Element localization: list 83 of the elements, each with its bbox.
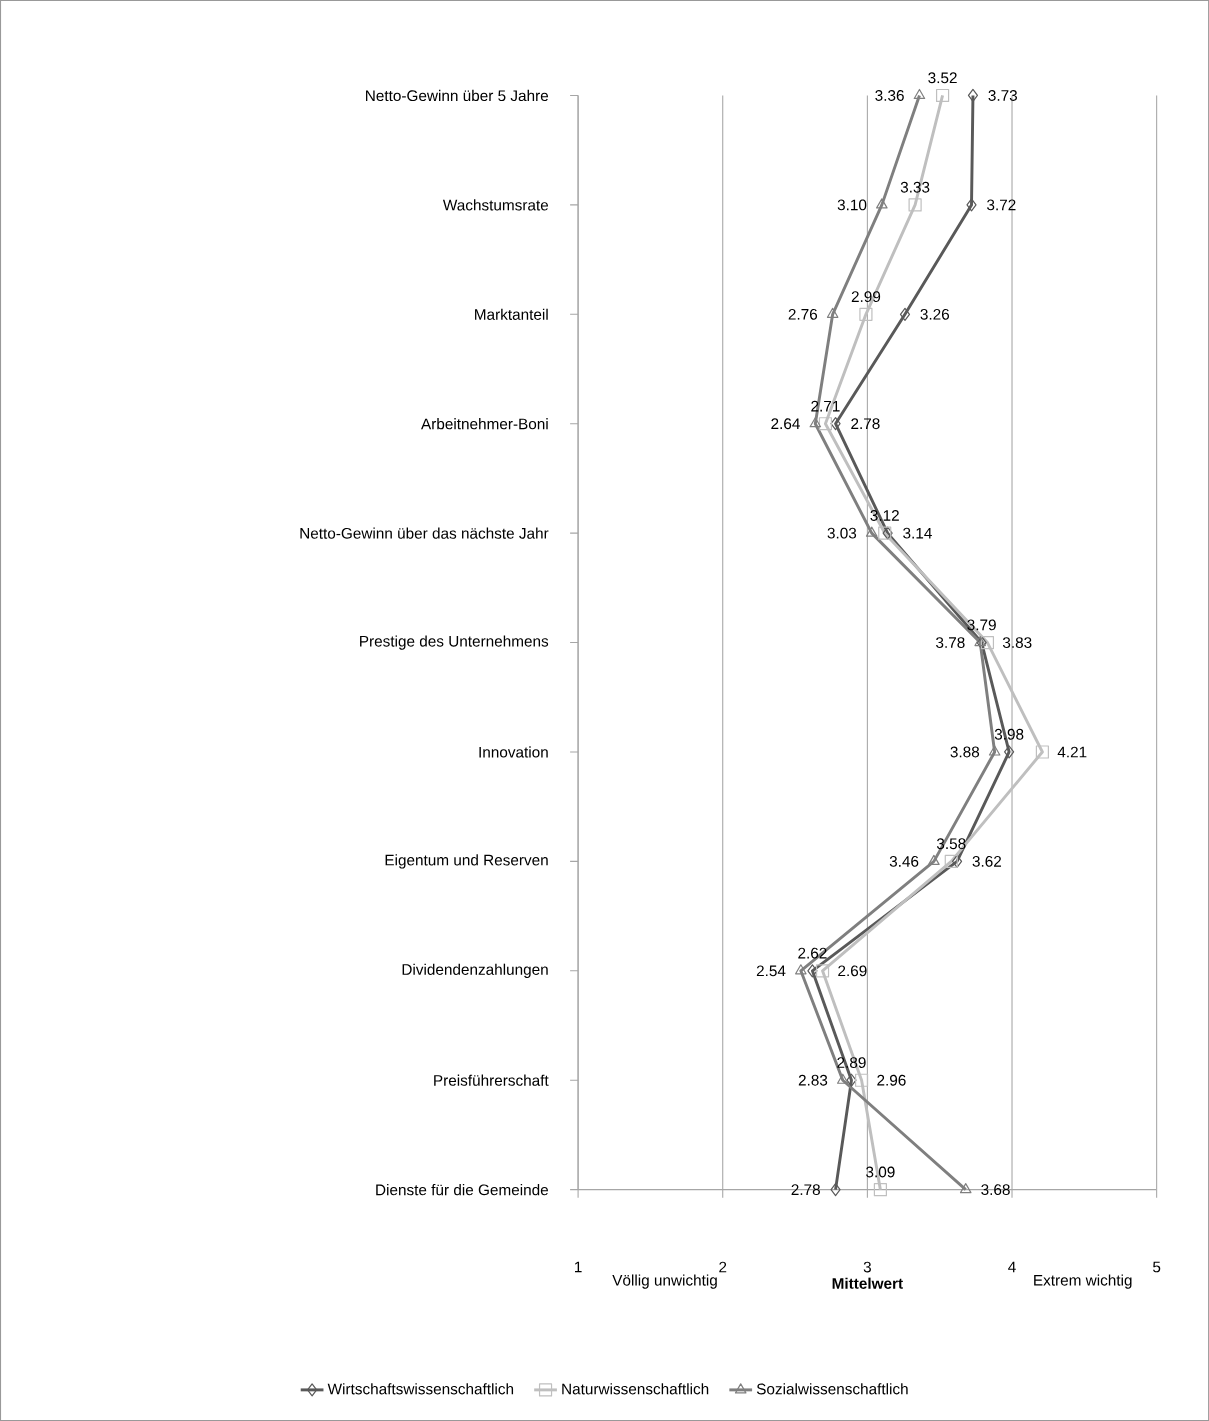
data-label: 2.62 — [798, 947, 827, 959]
y-tick-label: Arbeitnehmer-Boni — [420, 418, 548, 430]
data-label: 2.64 — [771, 418, 800, 430]
point — [878, 526, 892, 540]
point — [980, 635, 994, 650]
point — [882, 526, 893, 540]
point — [807, 964, 818, 978]
point — [830, 1183, 841, 1197]
point — [815, 964, 830, 978]
text: Völlig unwichtig — [612, 1274, 717, 1289]
data-label: 3.03 — [827, 527, 857, 539]
data-label: 3.73 — [988, 90, 1017, 101]
data-label: 3.14 — [903, 527, 932, 539]
y-tick-label: Marktanteil — [475, 308, 548, 320]
point — [988, 745, 1001, 756]
data-label: 3.26 — [920, 308, 949, 320]
point — [908, 198, 922, 212]
data-label: 3.72 — [986, 199, 1016, 211]
point — [928, 854, 940, 865]
data-label: 3.62 — [972, 855, 1001, 867]
data-label: 3.09 — [866, 1166, 895, 1178]
data-label: 2.83 — [798, 1074, 828, 1086]
point — [913, 88, 926, 100]
data-label: 3.36 — [875, 90, 904, 101]
point — [873, 1183, 887, 1197]
point — [899, 307, 911, 321]
x-tick-label: 1 — [574, 1261, 582, 1273]
data-label: 2.78 — [791, 1184, 820, 1196]
data-label: 3.52 — [928, 72, 957, 84]
text: Extrem wichtig — [1034, 1274, 1132, 1289]
data-label: 2.78 — [851, 418, 880, 430]
y-tick-label: Prestige des Unternehmens — [360, 635, 549, 650]
data-label: 4.21 — [1057, 746, 1087, 758]
x-tick-label: 5 — [1152, 1261, 1161, 1273]
data-label: 3.33 — [900, 181, 930, 193]
legend-label: Wirtschaftswissenschaftlich — [327, 1383, 513, 1395]
point — [951, 854, 963, 868]
data-label: 3.58 — [936, 838, 966, 850]
y-tick-label: Eigentum und Reserven — [385, 854, 548, 869]
point — [830, 417, 841, 431]
y-tick-label: Wachstumsrate — [442, 199, 548, 211]
data-label: 3.79 — [967, 619, 996, 631]
y-tick-label: Preisführerschaft — [434, 1074, 549, 1086]
data-label: 3.88 — [950, 746, 980, 758]
data-label: 3.10 — [837, 199, 867, 211]
point — [859, 307, 873, 321]
data-label: 2.54 — [756, 965, 786, 977]
data-label: 3.68 — [981, 1184, 1010, 1196]
point — [875, 198, 888, 209]
y-tick-label: Dividendenzahlungen — [402, 963, 548, 978]
y-tick-label: Netto-Gewinn über 5 Jahre — [365, 89, 548, 102]
point — [854, 1073, 869, 1087]
y-tick-label: Netto-Gewinn über das nächste Jahr — [300, 527, 549, 539]
point — [865, 526, 878, 537]
point — [809, 417, 822, 428]
point — [818, 417, 832, 431]
point — [794, 964, 807, 975]
data-label: 3.83 — [1002, 637, 1032, 648]
point — [967, 88, 978, 103]
legend-label: Naturwissenschaftlich — [562, 1383, 709, 1395]
point — [935, 88, 950, 103]
point — [1003, 745, 1015, 759]
point — [959, 1183, 972, 1194]
data-label: 2.96 — [877, 1074, 906, 1086]
x-tick-label: 3 — [863, 1261, 871, 1273]
data-label: 2.99 — [851, 291, 881, 303]
x-axis-title: Mittelwert — [832, 1277, 903, 1289]
point — [1035, 745, 1049, 759]
y-tick-label: Innovation — [479, 746, 548, 758]
legend-label: Sozialwissenschaftlich — [756, 1383, 908, 1395]
point — [826, 307, 839, 318]
data-label: 2.69 — [838, 965, 867, 977]
data-label: 3.78 — [935, 637, 965, 648]
data-label: 3.46 — [889, 855, 919, 867]
data-label: 2.71 — [811, 400, 840, 412]
point — [966, 198, 977, 212]
point — [836, 1073, 849, 1084]
data-label: 2.76 — [788, 308, 817, 320]
x-tick-label: 2 — [719, 1261, 727, 1273]
point — [846, 1073, 857, 1087]
point — [944, 854, 958, 868]
x-tick-label: 4 — [1008, 1261, 1016, 1273]
y-tick-label: Dienste für die Gemeinde — [376, 1184, 548, 1196]
